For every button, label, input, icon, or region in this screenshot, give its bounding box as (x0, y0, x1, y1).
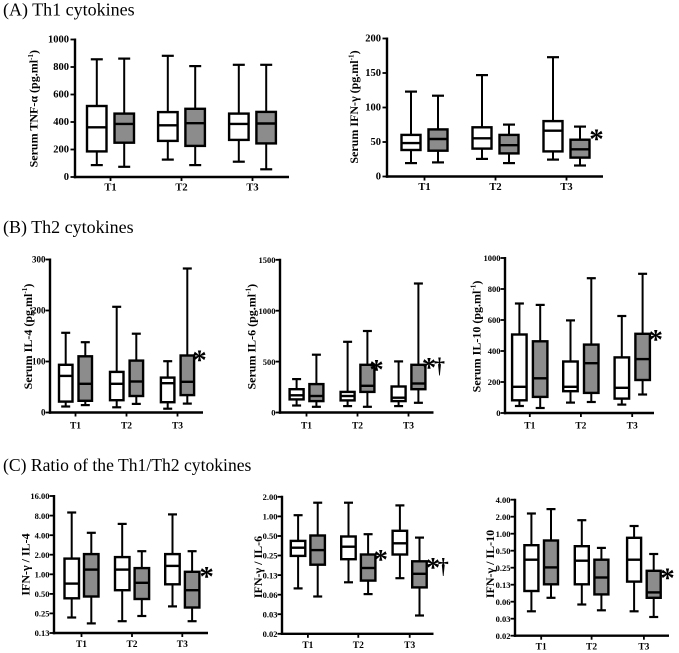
svg-text:*: * (589, 124, 604, 156)
svg-text:0.25: 0.25 (35, 609, 50, 619)
svg-text:400: 400 (53, 117, 69, 128)
svg-text:IFN-γ / IL-10: IFN-γ / IL-10 (483, 530, 497, 598)
svg-text:200: 200 (53, 145, 69, 156)
svg-text:T2: T2 (575, 422, 586, 432)
svg-text:T2: T2 (126, 640, 137, 650)
svg-text:200: 200 (32, 306, 46, 316)
svg-text:1.00: 1.00 (263, 512, 278, 522)
svg-text:1000: 1000 (484, 253, 501, 263)
svg-text:*: * (369, 354, 384, 386)
svg-text:T2: T2 (175, 183, 187, 194)
svg-text:100: 100 (365, 103, 381, 114)
svg-text:T2: T2 (586, 643, 597, 653)
svg-text:0.13: 0.13 (263, 570, 278, 580)
svg-text:*: * (199, 561, 214, 593)
svg-text:†: † (438, 554, 449, 579)
svg-text:(A) Th1 cytokines: (A) Th1 cytokines (3, 0, 135, 21)
svg-text:0: 0 (376, 172, 381, 183)
svg-text:T1: T1 (76, 640, 87, 650)
svg-text:T3: T3 (560, 182, 572, 193)
svg-text:Serum IL-6 (pg.ml-1): Serum IL-6 (pg.ml-1) (245, 284, 259, 390)
svg-text:600: 600 (488, 315, 501, 325)
svg-text:200: 200 (365, 34, 381, 45)
svg-text:4.00: 4.00 (496, 495, 511, 505)
svg-text:0.25: 0.25 (496, 563, 511, 573)
svg-text:150: 150 (365, 68, 381, 79)
svg-text:T2: T2 (353, 641, 364, 651)
svg-text:4.00: 4.00 (35, 530, 50, 540)
svg-text:Serum IL-10 (pg.ml-1): Serum IL-10 (pg.ml-1) (470, 281, 484, 393)
svg-text:0.02: 0.02 (496, 631, 511, 641)
svg-text:Serum IFN-γ (pg.ml-1): Serum IFN-γ (pg.ml-1) (347, 50, 361, 163)
svg-text:T1: T1 (418, 182, 430, 193)
svg-text:T3: T3 (246, 183, 258, 194)
svg-text:800: 800 (488, 284, 501, 294)
svg-text:2.00: 2.00 (263, 492, 278, 502)
svg-text:*: * (422, 352, 437, 384)
svg-text:(B) Th2 cytokines: (B) Th2 cytokines (3, 217, 134, 238)
svg-text:T1: T1 (302, 641, 313, 651)
svg-text:0.06: 0.06 (263, 590, 278, 600)
svg-text:0.25: 0.25 (263, 551, 278, 561)
svg-text:T2: T2 (489, 182, 501, 193)
svg-text:0.06: 0.06 (496, 597, 511, 607)
svg-text:400: 400 (488, 346, 501, 356)
svg-text:2.00: 2.00 (496, 512, 511, 522)
svg-text:IFN-γ / IL-6: IFN-γ / IL-6 (251, 536, 265, 598)
svg-text:T3: T3 (172, 422, 183, 432)
svg-text:T3: T3 (403, 422, 414, 432)
svg-text:T3: T3 (177, 640, 188, 650)
svg-text:200: 200 (488, 377, 501, 387)
svg-text:0.03: 0.03 (263, 609, 278, 619)
svg-text:†: † (434, 353, 445, 378)
svg-text:300: 300 (32, 255, 46, 265)
svg-text:T1: T1 (301, 422, 312, 432)
svg-text:T3: T3 (627, 422, 638, 432)
svg-text:0: 0 (64, 172, 69, 183)
svg-text:*: * (374, 544, 389, 576)
svg-text:0.13: 0.13 (496, 580, 511, 590)
svg-text:500: 500 (263, 357, 276, 367)
svg-text:0: 0 (41, 408, 46, 418)
svg-text:100: 100 (32, 357, 46, 367)
svg-text:50: 50 (371, 137, 382, 148)
svg-text:T3: T3 (638, 643, 649, 653)
svg-text:Serum TNF-α (pg.ml-1): Serum TNF-α (pg.ml-1) (27, 50, 41, 167)
svg-text:2.00: 2.00 (35, 550, 50, 560)
svg-text:0.50: 0.50 (35, 589, 50, 599)
svg-text:8.00: 8.00 (35, 511, 50, 521)
svg-text:600: 600 (53, 90, 69, 101)
svg-text:T1: T1 (536, 643, 547, 653)
svg-text:0: 0 (271, 408, 275, 418)
svg-text:T2: T2 (352, 422, 363, 432)
svg-text:*: * (192, 345, 207, 377)
svg-text:0.50: 0.50 (496, 546, 511, 556)
svg-text:(C) Ratio of the Th1/Th2 cytok: (C) Ratio of the Th1/Th2 cytokines (3, 455, 252, 475)
svg-text:1.00: 1.00 (35, 570, 50, 580)
svg-text:800: 800 (53, 62, 69, 73)
svg-text:Serum IL-4 (pg.ml-1): Serum IL-4 (pg.ml-1) (21, 284, 35, 390)
svg-text:T1: T1 (70, 422, 81, 432)
svg-text:0: 0 (496, 408, 500, 418)
svg-text:*: * (426, 552, 441, 584)
svg-text:T3: T3 (404, 641, 415, 651)
svg-text:0.13: 0.13 (35, 628, 50, 638)
svg-text:1000: 1000 (48, 35, 69, 46)
svg-text:IFN-γ / IL-4: IFN-γ / IL-4 (19, 533, 33, 595)
svg-text:T1: T1 (524, 422, 535, 432)
svg-text:0.50: 0.50 (263, 531, 278, 541)
svg-text:0.03: 0.03 (496, 614, 511, 624)
svg-text:T1: T1 (104, 183, 116, 194)
svg-text:*: * (648, 324, 663, 356)
svg-text:1000: 1000 (259, 306, 276, 316)
svg-text:1500: 1500 (259, 255, 276, 265)
svg-text:T2: T2 (121, 422, 132, 432)
svg-text:*: * (660, 562, 675, 594)
svg-text:1.00: 1.00 (496, 529, 511, 539)
svg-text:0.02: 0.02 (263, 629, 278, 639)
svg-text:16.00: 16.00 (30, 491, 49, 501)
